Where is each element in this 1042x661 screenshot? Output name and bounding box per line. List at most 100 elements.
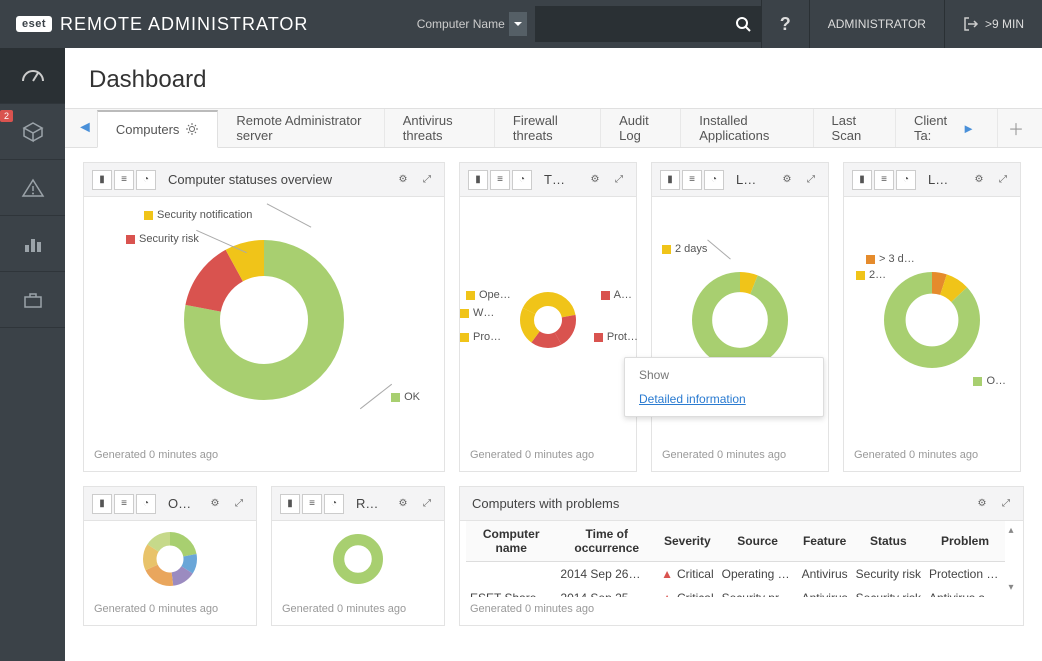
cube-icon: [21, 120, 45, 144]
card-settings-button[interactable]: ⚙: [973, 494, 991, 514]
tab-add-button[interactable]: ＋: [998, 116, 1034, 140]
search-icon: [735, 16, 751, 32]
view-bar-button[interactable]: ▮: [92, 494, 112, 514]
card-settings-button[interactable]: ⚙: [394, 170, 412, 190]
view-pie-button[interactable]: ◔: [136, 494, 156, 514]
card-title: L…: [928, 172, 964, 187]
view-bar-button[interactable]: ▮: [280, 494, 300, 514]
logo-text: REMOTE ADMINISTRATOR: [60, 14, 308, 35]
scrollbar[interactable]: ▴▾: [1003, 525, 1019, 593]
card-rogue: ▮≡◔ R… ⚙ ⤢ Generated 0 minutes ago: [271, 486, 445, 626]
popover-title: Show: [639, 368, 809, 382]
sidebar-item-reports[interactable]: [0, 216, 65, 272]
help-button[interactable]: ?: [762, 0, 809, 48]
logout-button[interactable]: >9 MIN: [945, 0, 1042, 48]
view-list-button[interactable]: ≡: [490, 170, 510, 190]
view-pie-button[interactable]: ◔: [324, 494, 344, 514]
logout-time: >9 MIN: [985, 17, 1024, 31]
user-menu[interactable]: ADMINISTRATOR: [810, 0, 944, 48]
view-bar-button[interactable]: ▮: [92, 170, 112, 190]
card-generated: Generated 0 minutes ago: [84, 443, 444, 471]
card-generated: Generated 0 minutes ago: [652, 443, 828, 471]
card-generated: Generated 0 minutes ago: [272, 597, 444, 625]
card-expand-button[interactable]: ⤢: [994, 170, 1012, 190]
card-title: Computers with problems: [472, 496, 967, 511]
card-settings-button[interactable]: ⚙: [586, 170, 604, 190]
sidebar-item-dashboard[interactable]: [0, 48, 65, 104]
view-pie-button[interactable]: ◔: [512, 170, 532, 190]
card-title: T…: [544, 172, 580, 187]
logo: eset REMOTE ADMINISTRATOR: [0, 14, 324, 35]
card-settings-button[interactable]: ⚙: [778, 170, 796, 190]
sidebar-badge: 2: [0, 110, 13, 122]
topbar: eset REMOTE ADMINISTRATOR Computer Name …: [0, 0, 1042, 48]
gauge-icon: [20, 63, 46, 89]
sidebar: 2: [0, 48, 65, 661]
tab-antivirus-threats[interactable]: Antivirus threats: [385, 109, 495, 147]
view-list-button[interactable]: ≡: [302, 494, 322, 514]
tabs-row: ◄ Computers Remote Administrator server …: [65, 108, 1042, 148]
card-expand-button[interactable]: ⤢: [418, 170, 436, 190]
logout-icon: [963, 16, 979, 32]
card-settings-button[interactable]: ⚙: [206, 494, 224, 514]
card-expand-button[interactable]: ⤢: [997, 494, 1015, 514]
view-bar-button[interactable]: ▮: [468, 170, 488, 190]
view-list-button[interactable]: ≡: [682, 170, 702, 190]
view-bar-button[interactable]: ▮: [852, 170, 872, 190]
card-top-threats: ▮≡◔ T… ⚙ ⤢ Ope… W… Pro… A… Prot… Generat…: [459, 162, 637, 472]
view-pie-button[interactable]: ◔: [136, 170, 156, 190]
gear-icon: [185, 122, 199, 136]
tab-client-tasks[interactable]: Client Ta:►: [896, 109, 998, 147]
popover-link[interactable]: Detailed information: [639, 392, 746, 406]
view-list-button[interactable]: ≡: [874, 170, 894, 190]
search-scope-label: Computer Name: [417, 17, 505, 31]
tab-last-scan[interactable]: Last Scan: [814, 109, 896, 147]
search-scope-dropdown[interactable]: [509, 12, 527, 36]
view-pie-button[interactable]: ◔: [704, 170, 724, 190]
card-last-scan: ▮≡◔ L… ⚙ ⤢ > 3 d… 2… O… Generated 0 minu…: [843, 162, 1021, 472]
dashboard-grid: ▮ ≡ ◔ Computer statuses overview ⚙ ⤢ Sec…: [65, 148, 1042, 661]
search-input[interactable]: [535, 6, 725, 42]
donut-chart: [468, 205, 628, 435]
view-pie-button[interactable]: ◔: [896, 170, 916, 190]
card-title: Computer statuses overview: [168, 172, 388, 187]
sidebar-item-computers[interactable]: 2: [0, 104, 65, 160]
table-row[interactable]: 2014 Sep 26…▲CriticalOperating s…Antivir…: [466, 562, 1005, 587]
problems-table: Computer name Time of occurrence Severit…: [466, 521, 1005, 597]
view-list-button[interactable]: ≡: [114, 494, 134, 514]
card-settings-button[interactable]: ⚙: [394, 494, 412, 514]
briefcase-icon: [22, 289, 44, 311]
card-last-update: ▮≡◔ L… ⚙ ⤢ 2 days Show Detailed informat…: [651, 162, 829, 472]
tab-era-server[interactable]: Remote Administrator server: [218, 109, 384, 147]
donut-chart: [852, 205, 1012, 435]
card-expand-button[interactable]: ⤢: [418, 494, 436, 514]
card-problems-table: Computers with problems ⚙ ⤢ Computer nam…: [459, 486, 1024, 626]
card-os: ▮≡◔ O… ⚙ ⤢ Generated 0 minutes ago: [83, 486, 257, 626]
sidebar-item-admin[interactable]: [0, 272, 65, 328]
tooltip-popover: Show Detailed information: [624, 357, 824, 417]
page-title: Dashboard: [65, 48, 1042, 108]
search-button[interactable]: [725, 6, 761, 42]
view-bar-button[interactable]: ▮: [660, 170, 680, 190]
donut-chart: [280, 529, 436, 589]
view-list-button[interactable]: ≡: [114, 170, 134, 190]
donut-chart: [92, 529, 248, 589]
card-expand-button[interactable]: ⤢: [230, 494, 248, 514]
tab-installed-apps[interactable]: Installed Applications: [681, 109, 813, 147]
tab-audit-log[interactable]: Audit Log: [601, 109, 681, 147]
card-computer-statuses: ▮ ≡ ◔ Computer statuses overview ⚙ ⤢ Sec…: [83, 162, 445, 472]
search-group: Computer Name: [417, 6, 761, 42]
table-header-row: Computer name Time of occurrence Severit…: [466, 521, 1005, 562]
table-row[interactable]: ESET Shared…2014 Sep 25…▲CriticalSecurit…: [466, 586, 1005, 597]
card-generated: Generated 0 minutes ago: [844, 443, 1020, 471]
card-settings-button[interactable]: ⚙: [970, 170, 988, 190]
main: Dashboard ◄ Computers Remote Administrat…: [65, 48, 1042, 661]
sidebar-item-threats[interactable]: [0, 160, 65, 216]
tabs-prev[interactable]: ◄: [73, 119, 97, 137]
card-expand-button[interactable]: ⤢: [802, 170, 820, 190]
card-generated: Generated 0 minutes ago: [460, 443, 636, 471]
logo-badge: eset: [16, 16, 52, 32]
tab-firewall-threats[interactable]: Firewall threats: [495, 109, 601, 147]
tab-computers[interactable]: Computers: [97, 110, 219, 148]
card-expand-button[interactable]: ⤢: [610, 170, 628, 190]
